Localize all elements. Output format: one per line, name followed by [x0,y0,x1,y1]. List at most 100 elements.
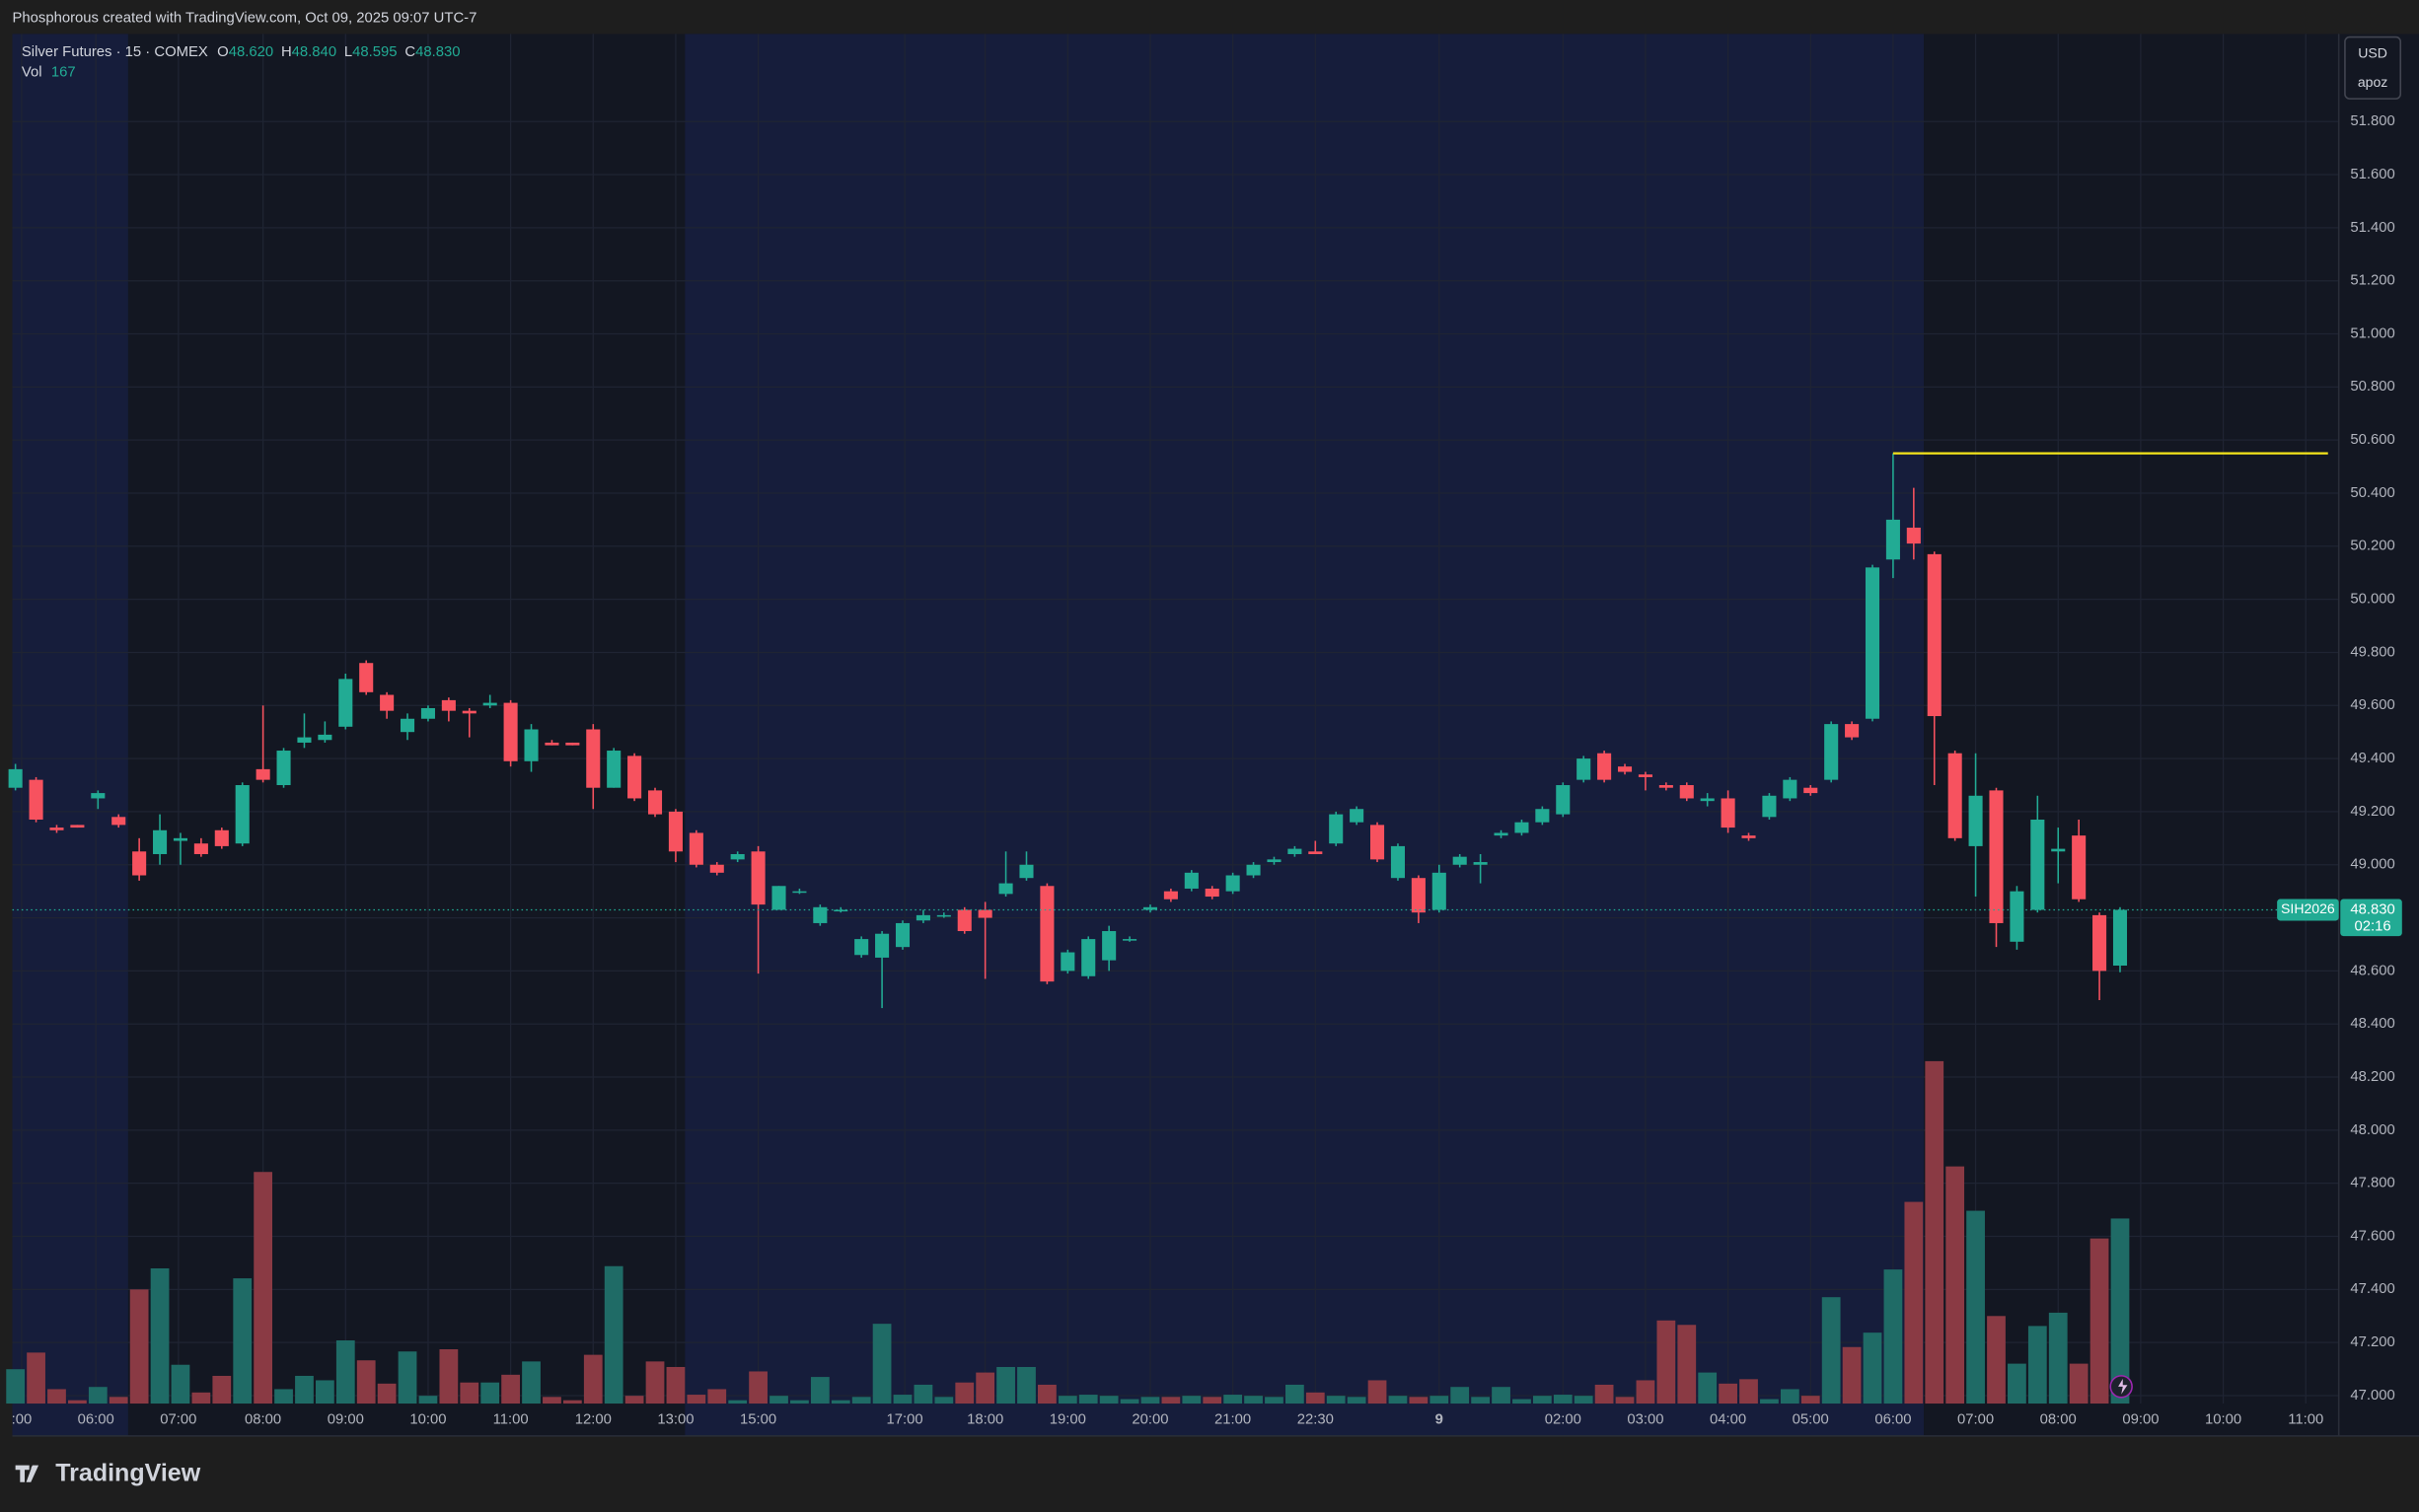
volume-bar [1017,1366,1036,1404]
candle-body [256,768,270,780]
candle-body [1514,822,1529,833]
x-tick-label: 21:00 [1214,1411,1251,1427]
x-tick-label: 10:00 [2205,1411,2241,1427]
x-tick-label: 11:00 [493,1411,529,1427]
candle-body [1658,785,1673,788]
volume-bar [418,1396,438,1404]
candle-body [1205,888,1219,898]
volume-bar [1863,1332,1882,1404]
candle-body [1576,758,1591,780]
candle-body [2112,909,2128,967]
y-tick-label: 49.600 [2350,697,2394,713]
brand-name: TradingView [55,1460,200,1487]
candle-body [689,832,703,865]
volume-bar [1925,1060,1944,1404]
candle-body [627,756,642,799]
volume-bar [1760,1399,1779,1404]
candle-body [70,825,85,828]
candle-body [1246,864,1261,876]
x-tick-label: 06:00 [78,1411,114,1427]
y-tick-label: 47.000 [2350,1388,2394,1404]
candle-body [1350,809,1364,823]
header-title: Phosphorous created with TradingView.com… [13,11,477,27]
candle-body [895,922,911,948]
x-tick-label: 20:00 [1132,1411,1168,1427]
candle-body [1597,753,1612,780]
candle-body [1040,886,1055,982]
volume-bar [996,1366,1015,1404]
candle-body [2072,835,2087,900]
candle-body [1947,753,1962,838]
y-tick-label: 51.000 [2350,325,2394,341]
candle-body [792,891,807,894]
volume-bar [1739,1379,1758,1404]
legend-line: Vol 167 [22,64,76,80]
candle-body [998,883,1013,895]
volume-bar [1945,1166,1965,1404]
candle-body [132,851,147,876]
x-tick-label: 11:00 [2288,1411,2323,1427]
session-background [12,34,128,1436]
grid [12,34,2339,1404]
candle-body [297,737,312,743]
candle-body [2030,819,2045,910]
y-tick-label: 47.400 [2350,1281,2394,1297]
legend: Silver Futures · 15 · COMEX O48.620 H48.84… [22,44,461,80]
volume-bar [562,1400,582,1404]
candle-body [1906,527,1921,544]
scale-badge[interactable] [2344,36,2402,100]
volume-bar [1615,1397,1635,1404]
candle-body [1142,906,1158,910]
x-tick-label: 15:00 [740,1411,776,1427]
volume-bar [810,1377,830,1404]
candle-body [1329,814,1344,844]
volume-bar [1429,1396,1449,1404]
candle-body [1081,939,1096,976]
volume-bar [1409,1397,1429,1404]
candle-body [1927,553,1942,717]
volume-bar [1842,1346,1862,1404]
y-tick-label: 47.200 [2350,1334,2394,1350]
x-tick-label: 05:00 [1793,1411,1829,1427]
volume-bar [1388,1396,1408,1404]
volume-bar [377,1383,397,1404]
x-tick-label: 08:00 [2040,1411,2077,1427]
volume-bar [295,1375,314,1404]
volume-bar [27,1352,45,1404]
y-tick-label: 50.000 [2350,592,2394,608]
candle-body [1865,567,1880,719]
volume-bar [109,1397,128,1404]
candle-body [524,729,539,761]
volume-bar [1594,1384,1614,1404]
volume-bar [1326,1396,1346,1404]
y-tick-label: 48.400 [2350,1016,2394,1032]
volume-layer [6,1060,2130,1404]
volume-bar [2008,1363,2026,1404]
candle-body [936,914,951,917]
volume-bar [356,1360,376,1404]
volume-label: Vol [22,64,42,80]
candle-body [1845,724,1860,738]
volume-bar [1698,1372,1718,1404]
volume-bar [129,1289,149,1404]
candle-body [359,663,374,692]
candle-body [420,707,435,719]
candle-body [565,742,580,746]
candle-body [1783,779,1797,799]
volume-bar [934,1397,954,1404]
x-tick-label: 07:00 [160,1411,196,1427]
x-tick-label: 09:00 [2122,1411,2159,1427]
volume-bar [191,1392,211,1404]
candle-body [751,851,766,905]
volume-bar [2110,1218,2130,1404]
y-tick-label: 51.200 [2350,273,2394,289]
candle-body [1473,862,1488,865]
ohlc-letter: L [344,44,352,60]
symbol-tag [2277,899,2339,921]
candle-body [503,702,518,761]
candle-body [978,909,992,918]
y-tick-label: 49.800 [2350,644,2394,660]
volume-bar [2069,1363,2089,1404]
candle-body [607,751,622,788]
